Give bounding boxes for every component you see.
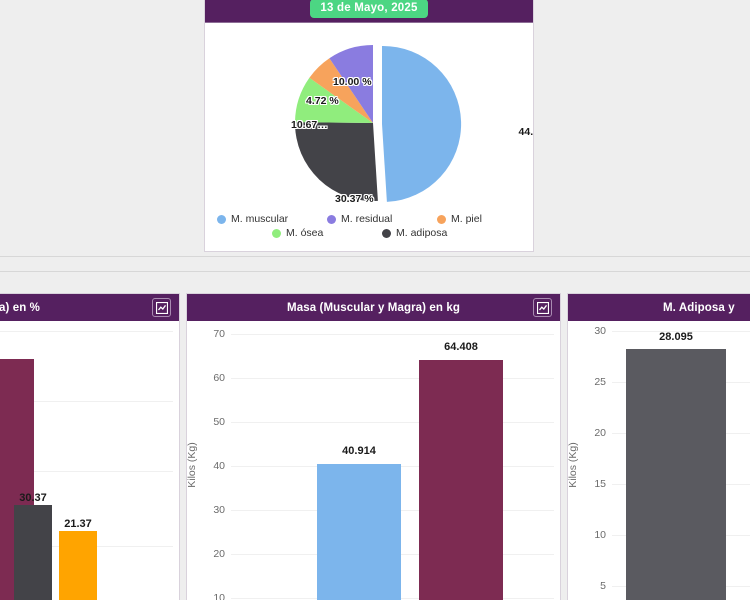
pie-slice-residual[interactable] bbox=[329, 44, 373, 123]
legend-label: M. ósea bbox=[286, 227, 324, 239]
bar-adiposa[interactable] bbox=[626, 349, 726, 600]
bar-chart-kg: Kilos (Kg) 70 60 50 40 30 20 10 40.914 6… bbox=[187, 321, 560, 600]
pie-chart-card: 13 de Mayo, 2025 bbox=[204, 0, 534, 252]
pie-legend: M. muscular M. residual M. piel M. ósea … bbox=[205, 213, 533, 239]
bar-value-label: 30.37 bbox=[19, 492, 47, 504]
pie-slice-piel[interactable] bbox=[309, 58, 373, 124]
pie-card-header: 13 de Mayo, 2025 bbox=[205, 0, 533, 23]
pie-chart-svg bbox=[294, 44, 462, 202]
legend-label: M. adiposa bbox=[396, 227, 448, 239]
legend-label: M. residual bbox=[341, 213, 393, 225]
pie-chart-plot: 44.2… 30.37 % 10.67… 4.72 % 10.00 % bbox=[205, 23, 533, 213]
grid-line bbox=[0, 471, 173, 472]
legend-item-residual[interactable]: M. residual bbox=[327, 213, 411, 225]
pie-label-adiposa: 30.37 % bbox=[335, 193, 374, 205]
pie-label-osea: 10.67… bbox=[291, 119, 328, 131]
panel-adiposa: M. Adiposa y Kilos (Kg) 30 25 20 15 10 5… bbox=[567, 293, 750, 600]
panel-title: Masa (Muscular y Magra) en kg bbox=[287, 301, 460, 314]
y-tick-label: 60 bbox=[213, 372, 225, 384]
y-tick-label: 15 bbox=[594, 478, 606, 490]
pie-slice-muscular[interactable] bbox=[382, 45, 462, 202]
bar-magra[interactable] bbox=[419, 360, 503, 600]
bar-value-label: 40.914 bbox=[342, 445, 376, 457]
panel-title: M. Adiposa y bbox=[663, 301, 735, 314]
grid-line bbox=[0, 331, 173, 332]
section-divider bbox=[0, 256, 750, 272]
pie-svg-wrapper: 44.2… 30.37 % 10.67… 4.72 % 10.00 % bbox=[205, 23, 534, 213]
grid-line bbox=[231, 422, 554, 423]
y-tick-label: 40 bbox=[213, 460, 225, 472]
y-tick-label: 20 bbox=[213, 548, 225, 560]
grid-line bbox=[231, 334, 554, 335]
y-tick-label: 20 bbox=[594, 427, 606, 439]
grid-line bbox=[231, 378, 554, 379]
bar-adiposa[interactable] bbox=[14, 505, 52, 600]
bar-tercero[interactable] bbox=[59, 531, 97, 600]
pie-slice-osea[interactable] bbox=[295, 77, 373, 123]
bar-muscular[interactable] bbox=[317, 464, 401, 600]
bar-value-label: 28.095 bbox=[659, 331, 693, 343]
legend-dot-icon bbox=[272, 228, 281, 238]
chart-line-icon[interactable] bbox=[533, 298, 552, 317]
legend-dot-icon bbox=[437, 214, 446, 224]
legend-label: M. muscular bbox=[231, 213, 289, 225]
y-tick-label: 10 bbox=[213, 592, 225, 600]
pie-label-residual: 10.00 % bbox=[333, 76, 372, 88]
bar-value-label: 64.408 bbox=[444, 341, 478, 353]
legend-item-osea[interactable]: M. ósea bbox=[272, 227, 356, 239]
y-tick-label: 10 bbox=[594, 529, 606, 541]
panel-header: sc y Magra) en % bbox=[0, 294, 179, 321]
legend-dot-icon bbox=[217, 214, 226, 224]
date-badge: 13 de Mayo, 2025 bbox=[310, 0, 428, 18]
panel-title: sc y Magra) en % bbox=[0, 301, 40, 314]
legend-dot-icon bbox=[327, 214, 336, 224]
panel-masa-kg: Masa (Muscular y Magra) en kg Kilos (Kg)… bbox=[186, 293, 561, 600]
panel-masa-porcentaje: sc y Magra) en % 30.37 21.37 bbox=[0, 293, 180, 600]
legend-dot-icon bbox=[382, 228, 391, 238]
y-tick-label: 25 bbox=[594, 376, 606, 388]
y-tick-label: 30 bbox=[594, 325, 606, 337]
legend-item-muscular[interactable]: M. muscular bbox=[217, 213, 301, 225]
y-tick-label: 30 bbox=[213, 504, 225, 516]
chart-line-icon[interactable] bbox=[152, 298, 171, 317]
pie-slice-adiposa[interactable] bbox=[294, 122, 378, 202]
legend-item-adiposa[interactable]: M. adiposa bbox=[382, 227, 466, 239]
grid-line bbox=[0, 401, 173, 402]
y-tick-label: 5 bbox=[600, 580, 606, 592]
y-tick-label: 50 bbox=[213, 416, 225, 428]
panel-header: Masa (Muscular y Magra) en kg bbox=[187, 294, 560, 321]
grid-line bbox=[612, 331, 750, 332]
y-tick-label: 70 bbox=[213, 328, 225, 340]
legend-item-piel[interactable]: M. piel bbox=[437, 213, 521, 225]
pie-label-muscular: 44.2… bbox=[518, 126, 534, 138]
panel-header: M. Adiposa y bbox=[568, 294, 750, 321]
pie-label-piel: 4.72 % bbox=[306, 95, 339, 107]
bar-chart-adiposa: Kilos (Kg) 30 25 20 15 10 5 28.095 bbox=[568, 321, 750, 600]
bar-chart-percent: 30.37 21.37 bbox=[0, 321, 179, 600]
legend-label: M. piel bbox=[451, 213, 482, 225]
bar-value-label: 21.37 bbox=[64, 518, 92, 530]
